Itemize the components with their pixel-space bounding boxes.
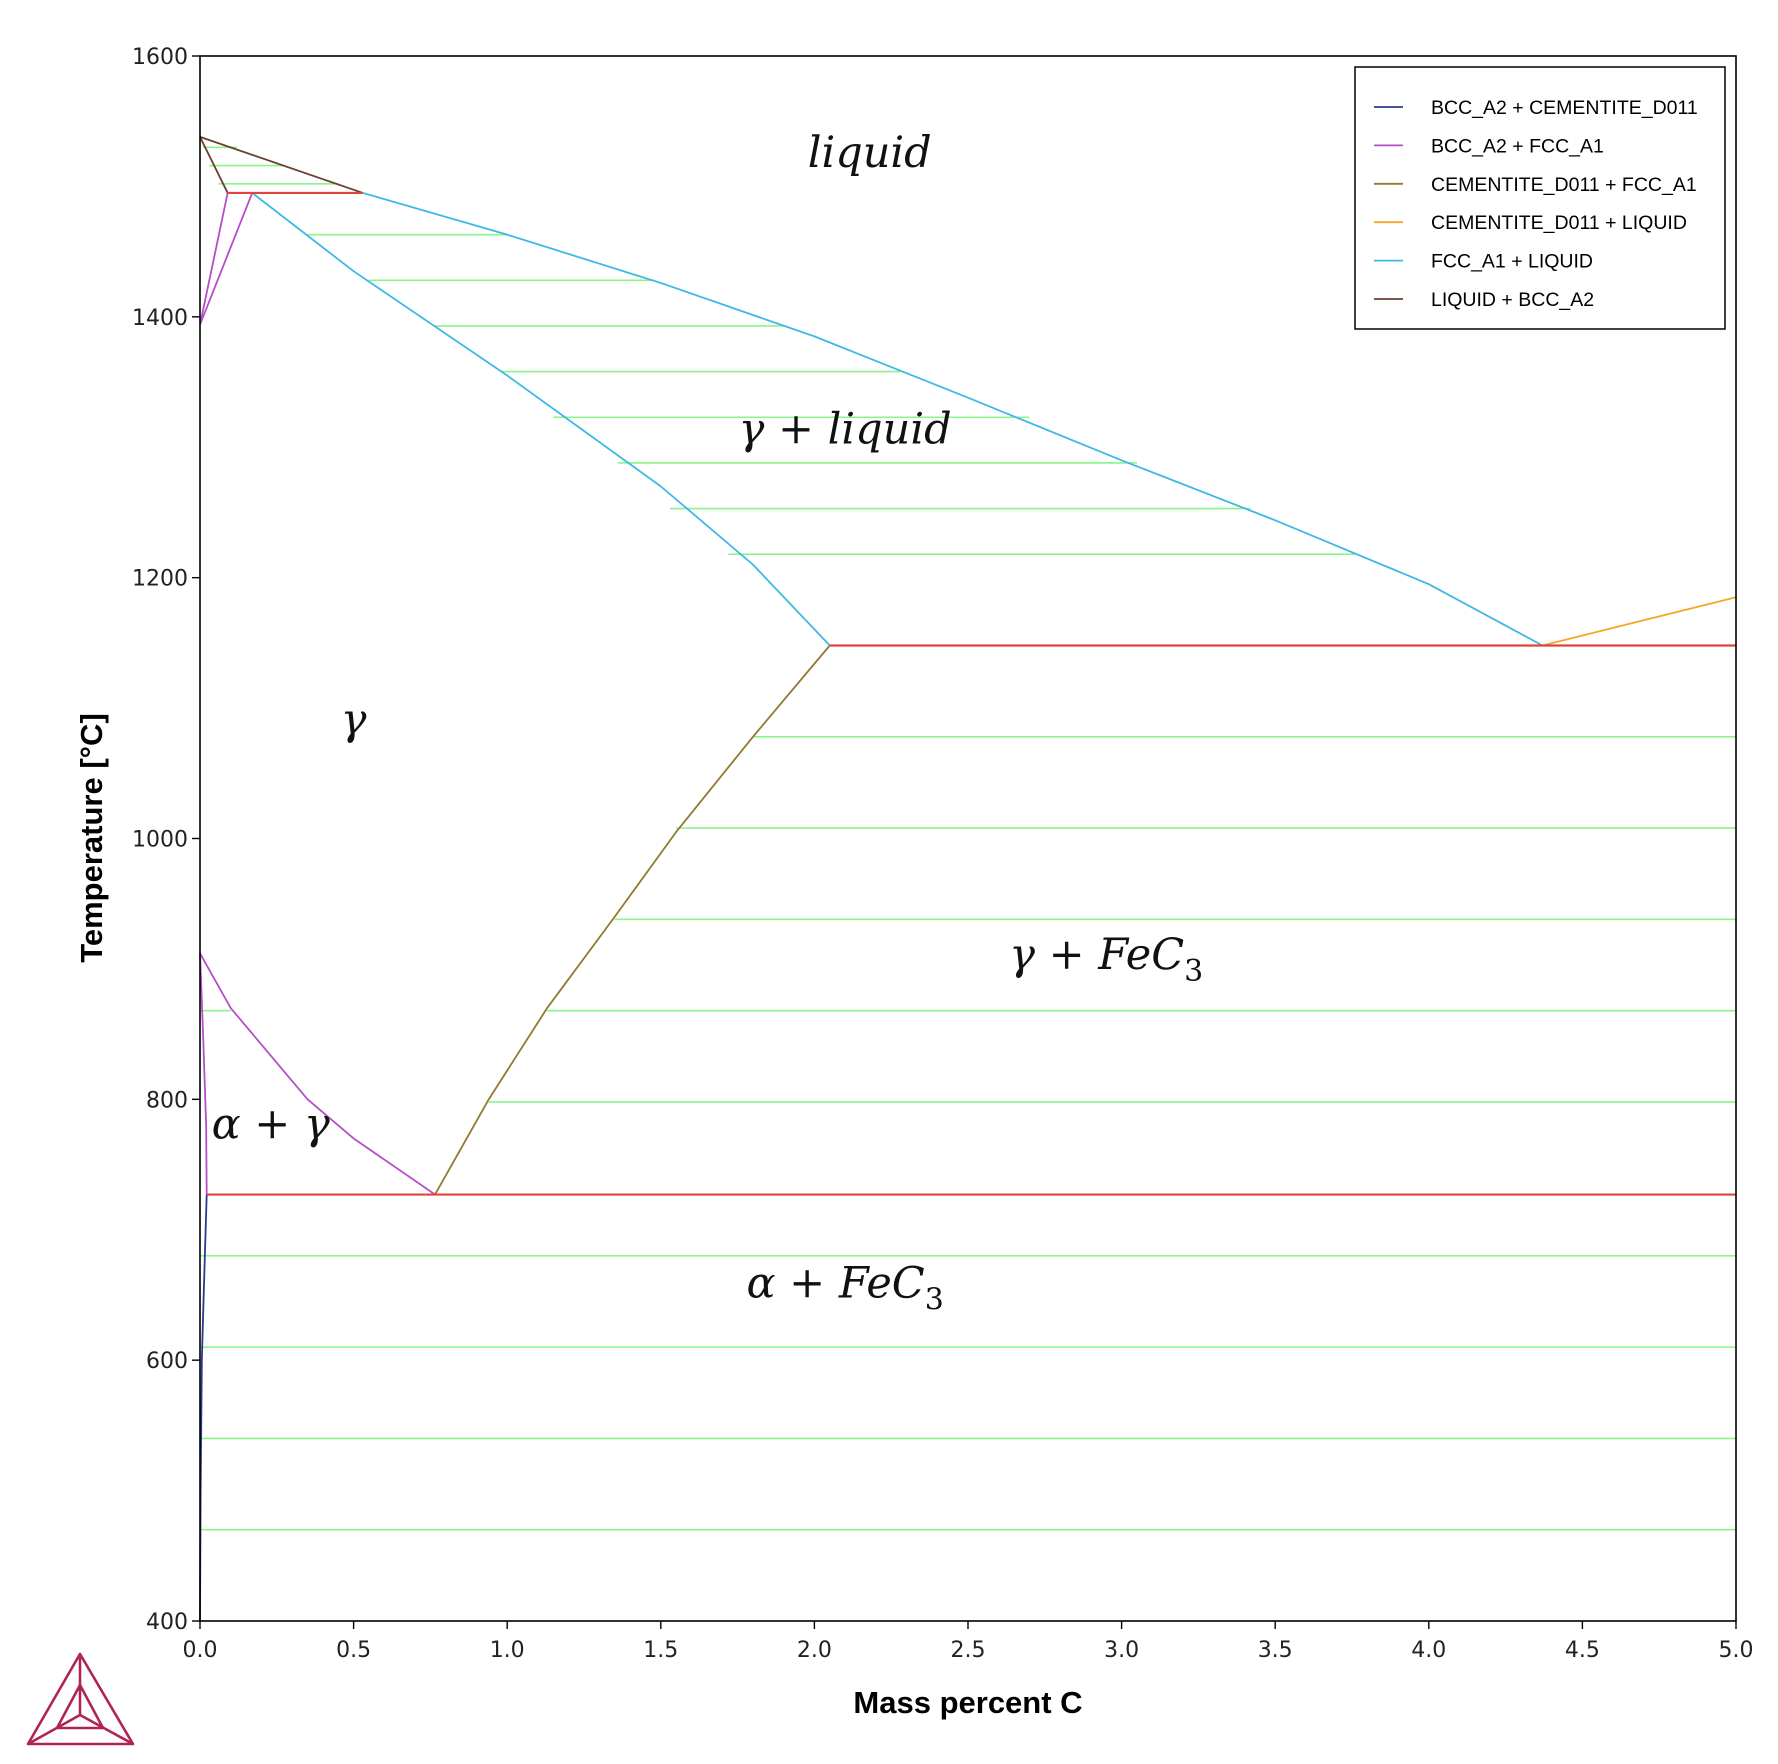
region-label-2: γ bbox=[341, 695, 367, 745]
thermo-calc-logo-icon bbox=[26, 1652, 135, 1746]
series-1-line-1 bbox=[199, 192, 254, 325]
region-label-5: α + FeC3 bbox=[746, 1259, 943, 1318]
x-tick-label-7: 3.5 bbox=[1258, 1638, 1293, 1663]
legend-label-3: CEMENTITE_D011 + LIQUID bbox=[1431, 212, 1687, 234]
y-axis-title: Temperature [°C] bbox=[74, 713, 109, 963]
series-1-line-0 bbox=[199, 192, 229, 325]
x-tick-label-9: 4.5 bbox=[1565, 1638, 1600, 1663]
y-tick-label-3: 1000 bbox=[132, 828, 188, 853]
tie-lines bbox=[200, 146, 1736, 1531]
legend-label-2: CEMENTITE_D011 + FCC_A1 bbox=[1431, 174, 1697, 196]
x-tick-label-2: 1.0 bbox=[490, 1638, 525, 1663]
legend-label-0: BCC_A2 + CEMENTITE_D011 bbox=[1431, 97, 1698, 119]
legend-items: BCC_A2 + CEMENTITE_D011 BCC_A2 + FCC_A1 CE… bbox=[1374, 97, 1698, 311]
x-tick-label-4: 2.0 bbox=[797, 1638, 832, 1663]
region-label-3: γ + FeC3 bbox=[1009, 930, 1203, 989]
x-tick-label-0: 0.0 bbox=[183, 1638, 218, 1663]
invariant-lines bbox=[206, 191, 1736, 1196]
series-3 bbox=[1542, 596, 1737, 647]
legend-box bbox=[1354, 66, 1726, 330]
legend-item-2: CEMENTITE_D011 + FCC_A1 bbox=[1374, 174, 1697, 196]
y-tick-label-0: 400 bbox=[146, 1610, 188, 1635]
legend-item-0: BCC_A2 + CEMENTITE_D011 bbox=[1374, 97, 1698, 119]
legend-label-5: LIQUID + BCC_A2 bbox=[1431, 289, 1594, 311]
legend: BCC_A2 + CEMENTITE_D011 BCC_A2 + FCC_A1 CE… bbox=[1354, 66, 1726, 330]
series-5 bbox=[199, 136, 364, 194]
axes: 0.0 0.5 1.0 1.5 2.0 2.5 3.0 3.5 4.0 4.5 5.0 400 600 8… bbox=[132, 45, 1754, 1663]
region-label-0: liquid bbox=[808, 128, 932, 178]
x-tick-label-10: 5.0 bbox=[1719, 1638, 1754, 1663]
x-tick-label-1: 0.5 bbox=[336, 1638, 371, 1663]
series-2 bbox=[434, 644, 831, 1195]
y-tick-label-6: 1600 bbox=[132, 45, 188, 70]
legend-label-1: BCC_A2 + FCC_A1 bbox=[1431, 135, 1604, 157]
x-tick-label-8: 4.0 bbox=[1411, 1638, 1446, 1663]
series-3-line-0 bbox=[1542, 596, 1737, 647]
region-label-4: α + γ bbox=[212, 1099, 330, 1149]
x-tick-label-3: 1.5 bbox=[643, 1638, 678, 1663]
series-1-line-2 bbox=[199, 952, 436, 1196]
y-tick-label-5: 1400 bbox=[132, 306, 188, 331]
x-tick-label-5: 2.5 bbox=[951, 1638, 986, 1663]
series-1-line-3 bbox=[199, 953, 208, 1195]
region-label-1: γ + liquid bbox=[739, 404, 952, 454]
y-tick-label-2: 800 bbox=[146, 1088, 188, 1113]
legend-label-4: FCC_A1 + LIQUID bbox=[1431, 251, 1593, 273]
y-tick-label-1: 600 bbox=[146, 1349, 188, 1374]
series-2-line-0 bbox=[434, 644, 831, 1195]
series-4-line-0 bbox=[362, 192, 1543, 647]
legend-item-4: FCC_A1 + LIQUID bbox=[1374, 251, 1593, 273]
series-1 bbox=[199, 192, 436, 1196]
legend-item-3: CEMENTITE_D011 + LIQUID bbox=[1374, 212, 1687, 234]
series-4-line-1 bbox=[251, 192, 831, 647]
x-tick-label-6: 3.0 bbox=[1104, 1638, 1139, 1663]
series-5-line-1 bbox=[199, 136, 229, 194]
series-4 bbox=[251, 192, 1543, 647]
x-axis-title: Mass percent C bbox=[853, 1685, 1082, 1720]
y-tick-label-4: 1200 bbox=[132, 567, 188, 592]
phase-boundaries bbox=[199, 136, 1737, 1622]
region-labels: liquid γ + liquid γ γ + FeC3 α + γ α + FeC3 bbox=[212, 128, 1204, 1318]
legend-item-5: LIQUID + BCC_A2 bbox=[1374, 289, 1594, 311]
series-5-line-0 bbox=[199, 136, 364, 194]
legend-item-1: BCC_A2 + FCC_A1 bbox=[1374, 135, 1604, 157]
